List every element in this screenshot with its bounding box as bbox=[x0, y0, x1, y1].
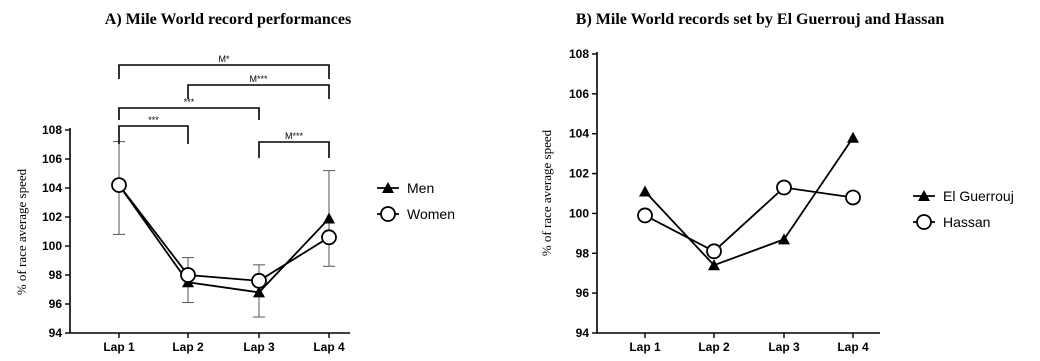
chart-b-point bbox=[637, 207, 653, 224]
chart-a-point bbox=[321, 229, 337, 246]
chart-a-significance-label: M*** bbox=[285, 131, 304, 141]
chart-a-point bbox=[111, 177, 127, 194]
chart-a-significance-label: *** bbox=[184, 97, 195, 107]
chart-a-legend-marker bbox=[380, 206, 396, 222]
chart-b-y-tick-label: 106 bbox=[569, 87, 589, 101]
chart-b-x-tick-label: Lap 2 bbox=[698, 340, 730, 354]
chart-b-y-tick-label: 94 bbox=[576, 326, 590, 340]
chart-a-y-tick-label: 104 bbox=[42, 181, 62, 195]
chart-b-y-tick-label: 104 bbox=[569, 127, 589, 141]
chart-a-legend-label: Men bbox=[407, 180, 434, 196]
chart-b-plot: 94 96 98 100 102 104 106 108 Lap 1 Lap 2 Lap 3 Lap … bbox=[569, 47, 1014, 354]
chart-b-point bbox=[847, 131, 859, 143]
chart-a-y-tick-label: 98 bbox=[49, 268, 63, 282]
chart-a-significance-bracket bbox=[118, 64, 330, 79]
chart-b-legend-label: El Guerrouj bbox=[943, 188, 1014, 204]
chart-a-significance-bracket bbox=[258, 141, 330, 158]
chart-a-ylabel: % of race average speed bbox=[14, 168, 29, 295]
chart-a-y-tick-label: 102 bbox=[42, 210, 62, 224]
chart-a-y-tick-label: 108 bbox=[42, 123, 62, 137]
chart-a-y-tick-label: 106 bbox=[42, 152, 62, 166]
chart-a-point bbox=[323, 212, 335, 224]
chart-a-x-tick-label: Lap 1 bbox=[103, 340, 135, 354]
chart-a-y-tick-label: 100 bbox=[42, 239, 62, 253]
chart-a-significance-label: M*** bbox=[249, 74, 268, 84]
chart-a-y-tick-label: 94 bbox=[49, 326, 63, 340]
chart-a-point bbox=[251, 272, 267, 289]
chart-b-x-tick-label: Lap 1 bbox=[629, 340, 661, 354]
chart-a-point bbox=[180, 267, 196, 283]
chart-b-y-tick-label: 108 bbox=[569, 47, 589, 61]
chart-b-point bbox=[639, 185, 651, 197]
chart-a-point bbox=[253, 286, 265, 298]
chart-b-y-tick-label: 98 bbox=[576, 246, 590, 260]
chart-a-significance-bracket bbox=[118, 107, 260, 120]
chart-b-y-tick-label: 96 bbox=[576, 286, 590, 300]
chart-b-legend-label: Hassan bbox=[943, 214, 990, 230]
chart-b-point bbox=[776, 179, 792, 196]
chart-b-title: B) Mile World records set by El Guerrouj… bbox=[576, 11, 945, 28]
chart-b-series-line bbox=[644, 186, 854, 253]
chart-a-x-tick-label: Lap 3 bbox=[243, 340, 275, 354]
chart-a-series-line bbox=[118, 184, 330, 294]
chart-b-legend-marker bbox=[916, 214, 932, 230]
chart-b-point bbox=[708, 259, 720, 271]
chart-a-title: A) Mile World record performances bbox=[105, 11, 351, 28]
chart-b-point bbox=[706, 243, 722, 260]
chart-a-y-tick-label: 96 bbox=[49, 297, 63, 311]
chart-b-series-line bbox=[644, 137, 854, 267]
chart-a-significance-label: *** bbox=[148, 115, 159, 125]
chart-b-legend-marker bbox=[918, 190, 930, 201]
chart-a-significance-bracket bbox=[118, 125, 189, 144]
chart-b-x-tick-label: Lap 3 bbox=[768, 340, 800, 354]
chart-b-y-tick-label: 102 bbox=[569, 167, 589, 181]
chart-b-point bbox=[845, 189, 861, 206]
chart-a-plot: 94 96 98 100 102 104 106 108 Lap 1 Lap 2 Lap 3 Lap … bbox=[42, 54, 455, 354]
chart-a-legend-label: Women bbox=[407, 206, 455, 222]
chart-a-significance-label: M* bbox=[219, 54, 230, 64]
chart-a-x-tick-label: Lap 4 bbox=[313, 340, 345, 354]
chart-b-ylabel: % of race average speed bbox=[539, 129, 554, 256]
chart-a-significance-bracket bbox=[187, 84, 330, 99]
chart-b-y-tick-label: 100 bbox=[569, 206, 589, 220]
chart-a-legend-marker bbox=[382, 182, 394, 193]
chart-a-x-tick-label: Lap 2 bbox=[172, 340, 204, 354]
chart-b-x-tick-label: Lap 4 bbox=[837, 340, 869, 354]
chart-b-point bbox=[778, 233, 790, 245]
chart-a-series-line bbox=[118, 184, 330, 282]
